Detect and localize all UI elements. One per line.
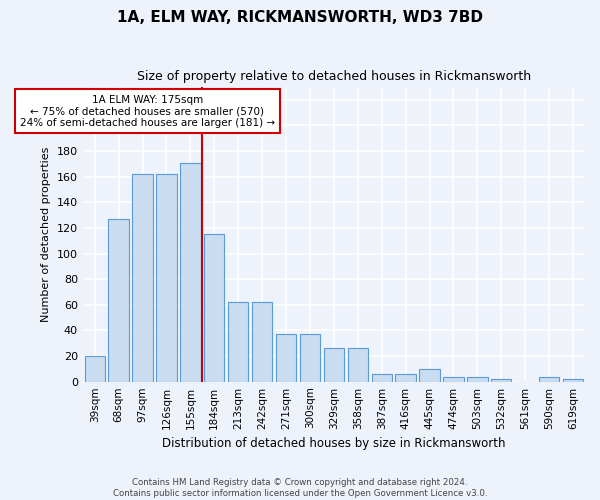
Bar [563,379,583,382]
Text: 1A, ELM WAY, RICKMANSWORTH, WD3 7BD: 1A, ELM WAY, RICKMANSWORTH, WD3 7BD [117,10,483,25]
Bar [371,374,392,382]
Bar [443,376,464,382]
Bar [252,302,272,382]
Bar [395,374,416,382]
X-axis label: Distribution of detached houses by size in Rickmansworth: Distribution of detached houses by size … [162,437,506,450]
Bar [491,379,511,382]
Bar [204,234,224,382]
Bar [109,219,129,382]
Y-axis label: Number of detached properties: Number of detached properties [41,146,51,322]
Bar [419,369,440,382]
Bar [276,334,296,382]
Bar [324,348,344,382]
Text: Contains HM Land Registry data © Crown copyright and database right 2024.
Contai: Contains HM Land Registry data © Crown c… [113,478,487,498]
Bar [133,174,153,382]
Bar [180,162,200,382]
Bar [157,174,176,382]
Bar [228,302,248,382]
Bar [300,334,320,382]
Bar [347,348,368,382]
Bar [467,376,488,382]
Title: Size of property relative to detached houses in Rickmansworth: Size of property relative to detached ho… [137,70,531,83]
Text: 1A ELM WAY: 175sqm
← 75% of detached houses are smaller (570)
24% of semi-detach: 1A ELM WAY: 175sqm ← 75% of detached hou… [20,94,275,128]
Bar [539,376,559,382]
Bar [85,356,105,382]
